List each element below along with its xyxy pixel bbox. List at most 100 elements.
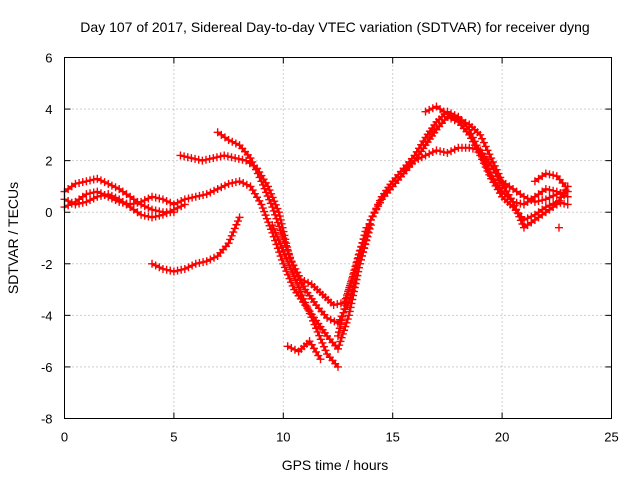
data-point-marker (283, 245, 292, 254)
data-point-marker (111, 196, 120, 205)
data-point-marker (516, 216, 525, 225)
data-point-marker (310, 320, 319, 329)
data-point-marker (443, 110, 452, 119)
data-point-marker (287, 265, 296, 274)
data-point-marker (258, 180, 267, 189)
data-point-marker (226, 235, 235, 244)
data-point-marker (282, 241, 291, 250)
data-point-marker (148, 205, 157, 214)
data-point-marker (279, 259, 288, 268)
y-tick-label: 2 (45, 154, 52, 169)
data-point-marker (343, 293, 352, 302)
data-point-marker (231, 139, 240, 148)
data-point-marker (519, 192, 528, 201)
data-point-marker (481, 163, 490, 172)
data-point-marker (333, 300, 342, 309)
data-point-marker (151, 193, 160, 202)
data-point-marker (556, 189, 565, 198)
data-point-marker (223, 152, 232, 161)
data-point-marker (162, 209, 171, 218)
data-point-marker (275, 222, 284, 231)
data-point-marker (541, 169, 550, 178)
series-12 (421, 102, 572, 206)
data-point-marker (148, 192, 157, 201)
data-point-marker (177, 197, 186, 206)
data-point-marker (347, 277, 356, 286)
data-point-marker (180, 264, 189, 273)
data-point-marker (96, 189, 105, 198)
data-point-marker (334, 344, 342, 353)
data-point-marker (355, 246, 364, 255)
data-point-marker (334, 328, 343, 337)
data-point-marker (107, 194, 116, 203)
data-point-marker (228, 137, 237, 146)
data-point-marker (545, 170, 554, 179)
data-point-marker (217, 183, 226, 192)
data-point-marker (552, 190, 561, 199)
data-point-marker (295, 275, 304, 284)
data-point-marker (195, 258, 204, 267)
data-point-marker (340, 304, 349, 313)
data-point-marker (291, 276, 300, 285)
data-point-marker (425, 105, 434, 114)
data-point-marker (195, 191, 204, 200)
data-point-marker (454, 115, 463, 124)
data-point-marker (269, 206, 278, 215)
data-point-marker (86, 189, 95, 198)
data-point-marker (478, 134, 487, 143)
data-point-marker (492, 165, 501, 174)
data-point-marker (359, 235, 368, 244)
data-point-marker (180, 195, 189, 204)
y-tick-label: 6 (45, 51, 52, 66)
data-point-marker (447, 147, 456, 156)
data-point-marker (465, 130, 474, 139)
axis-ticks: 0 5 10 15 20 25 -8 -6 -4 -2 0 2 4 6 (41, 51, 619, 445)
data-point-marker (229, 228, 238, 237)
data-point-marker (523, 194, 532, 203)
data-point-marker (122, 199, 131, 208)
data-point-marker (279, 246, 288, 255)
data-point-marker (250, 161, 259, 170)
data-point-marker (523, 214, 532, 223)
data-point-marker (346, 281, 355, 290)
data-series (60, 102, 572, 371)
data-point-marker (321, 346, 330, 355)
data-point-marker (162, 265, 171, 274)
data-point-marker (100, 191, 109, 200)
data-point-marker (299, 294, 308, 303)
grid-lines (64, 57, 612, 419)
data-point-marker (188, 261, 197, 270)
data-point-marker (137, 197, 146, 206)
data-point-marker (485, 150, 494, 159)
data-point-marker (166, 198, 175, 207)
y-tick-label: -4 (41, 308, 53, 323)
data-point-marker (232, 220, 241, 229)
data-point-marker (277, 230, 286, 239)
data-point-marker (561, 182, 570, 191)
data-point-marker (287, 278, 296, 287)
data-point-marker (111, 183, 120, 192)
series-7 (268, 221, 342, 371)
data-point-marker (271, 210, 280, 219)
data-point-marker (67, 199, 76, 208)
data-point-marker (173, 198, 182, 207)
data-point-marker (307, 313, 316, 322)
data-point-marker (206, 188, 215, 197)
data-point-marker (224, 136, 233, 145)
data-point-marker (342, 318, 351, 327)
data-point-marker (351, 262, 360, 271)
data-point-marker (148, 259, 157, 268)
data-point-marker (140, 196, 149, 205)
data-point-marker (107, 181, 116, 190)
data-point-marker (290, 272, 299, 281)
data-point-marker (257, 177, 266, 186)
data-point-marker (176, 151, 185, 160)
data-point-marker (212, 153, 221, 162)
data-point-marker (266, 199, 275, 208)
data-point-marker (366, 215, 375, 224)
data-point-marker (515, 212, 524, 221)
data-point-marker (326, 315, 335, 324)
data-point-marker (276, 239, 285, 248)
data-point-marker (137, 210, 146, 219)
data-point-marker (285, 274, 294, 283)
